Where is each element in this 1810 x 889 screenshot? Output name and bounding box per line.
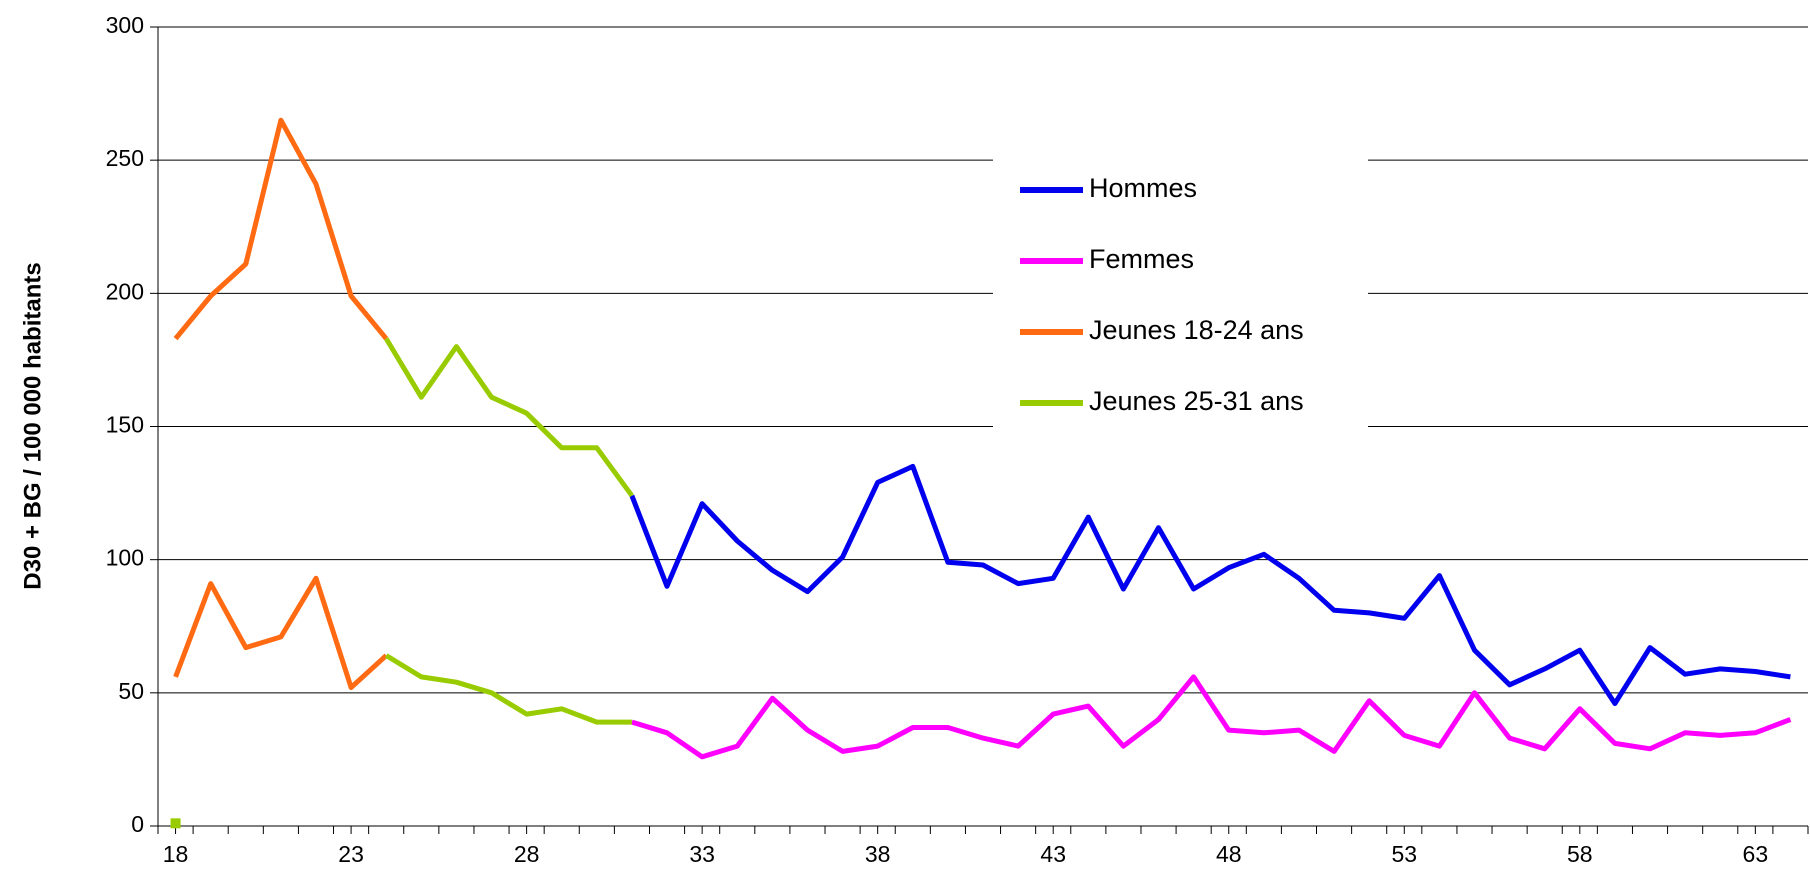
legend-box — [993, 150, 1368, 433]
y-tick-label: 50 — [118, 678, 144, 704]
point — [170, 818, 181, 829]
legend-label: Hommes — [1089, 173, 1197, 203]
x-tick-label: 23 — [338, 841, 364, 867]
series-line — [629, 463, 1791, 706]
legend-label: Jeunes 18-24 ans — [1089, 315, 1304, 345]
x-tick-label: 33 — [689, 841, 715, 867]
y-tick-label: 0 — [131, 811, 144, 837]
x-tick-label: 38 — [865, 841, 891, 867]
series-line — [173, 575, 388, 690]
y-axis-label: D30 + BG / 100 000 habitants — [19, 262, 46, 589]
series-line — [631, 674, 1792, 760]
legend-label: Femmes — [1089, 244, 1194, 274]
y-tick-label: 100 — [106, 545, 144, 571]
x-tick-label: 18 — [163, 841, 189, 867]
x-tick-label: 43 — [1040, 841, 1066, 867]
y-tick-label: 150 — [106, 412, 144, 438]
x-tick-label: 53 — [1391, 841, 1417, 867]
legend-label: Jeunes 25-31 ans — [1089, 386, 1304, 416]
series-line — [173, 117, 389, 341]
y-tick-label: 300 — [106, 12, 144, 38]
x-tick-label: 48 — [1216, 841, 1242, 867]
series-line — [384, 337, 634, 498]
y-tick-label: 250 — [106, 145, 144, 171]
y-tick-label: 200 — [106, 278, 144, 304]
x-tick-label: 28 — [514, 841, 540, 867]
series-line — [384, 653, 632, 725]
x-tick-label: 63 — [1743, 841, 1769, 867]
x-tick-label: 58 — [1567, 841, 1593, 867]
